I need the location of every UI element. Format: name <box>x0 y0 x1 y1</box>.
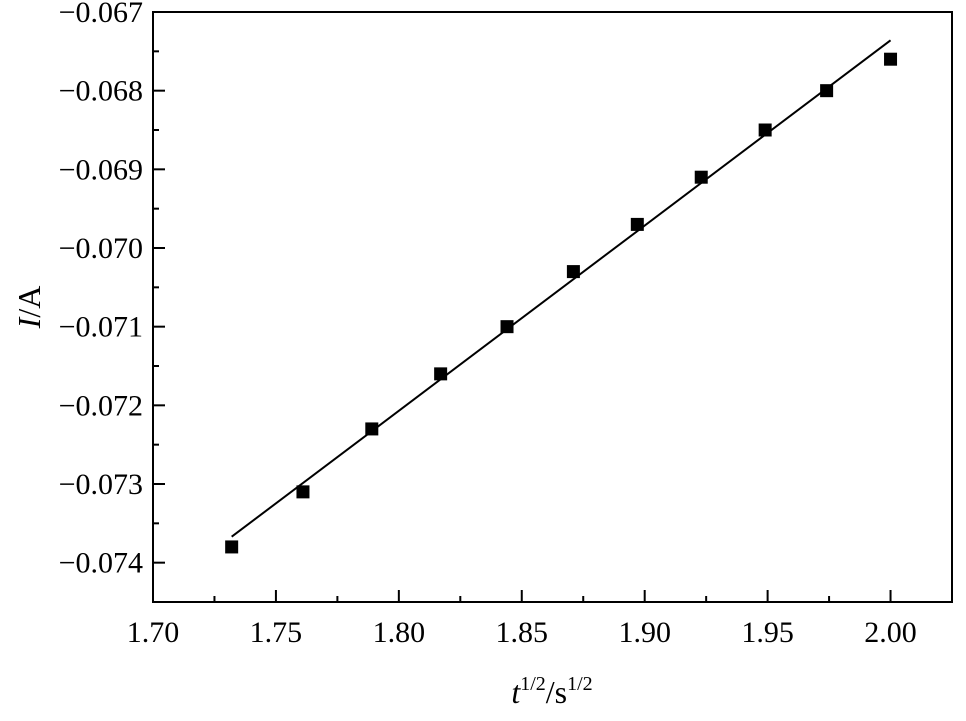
y-axis-ticks: −0.067 −0.068 −0.069 −0.070 −0.071 −0.072 −0.0… <box>59 0 165 580</box>
x-tick-label: 1.95 <box>741 616 794 649</box>
y-tick-label: −0.067 <box>59 0 143 29</box>
x-axis-label: t1/2/s1/2 <box>511 673 592 710</box>
x-tick-label: 1.75 <box>250 616 303 649</box>
y-tick-label: −0.068 <box>59 75 143 108</box>
data-points <box>225 52 898 554</box>
x-tick-label: 1.85 <box>496 616 549 649</box>
y-tick-label: −0.072 <box>59 389 143 422</box>
y-tick-label: −0.071 <box>59 311 143 344</box>
data-point <box>365 422 379 436</box>
data-point <box>500 320 514 334</box>
y-tick-label: −0.073 <box>59 468 143 501</box>
data-point <box>225 540 239 554</box>
data-point <box>630 217 644 231</box>
y-tick-label: −0.069 <box>59 153 143 186</box>
data-point <box>758 123 772 137</box>
fit-line <box>231 39 892 538</box>
x-tick-label: 1.70 <box>127 616 180 649</box>
data-point <box>434 367 448 381</box>
data-point <box>820 84 834 98</box>
x-tick-label: 2.00 <box>864 616 917 649</box>
data-point <box>884 52 898 66</box>
data-point <box>566 265 580 279</box>
data-point <box>694 170 708 184</box>
y-axis-label: I/A <box>11 286 47 330</box>
y-tick-label: −0.074 <box>59 547 143 580</box>
y-tick-label: −0.070 <box>59 232 143 265</box>
x-tick-label: 1.80 <box>373 616 426 649</box>
fit-line-group <box>231 39 892 538</box>
x-axis-ticks: 1.70 1.75 1.80 1.85 1.90 1.95 2.00 <box>127 590 917 649</box>
data-point <box>296 485 310 499</box>
x-tick-label: 1.90 <box>618 616 671 649</box>
plot-frame <box>152 11 953 603</box>
